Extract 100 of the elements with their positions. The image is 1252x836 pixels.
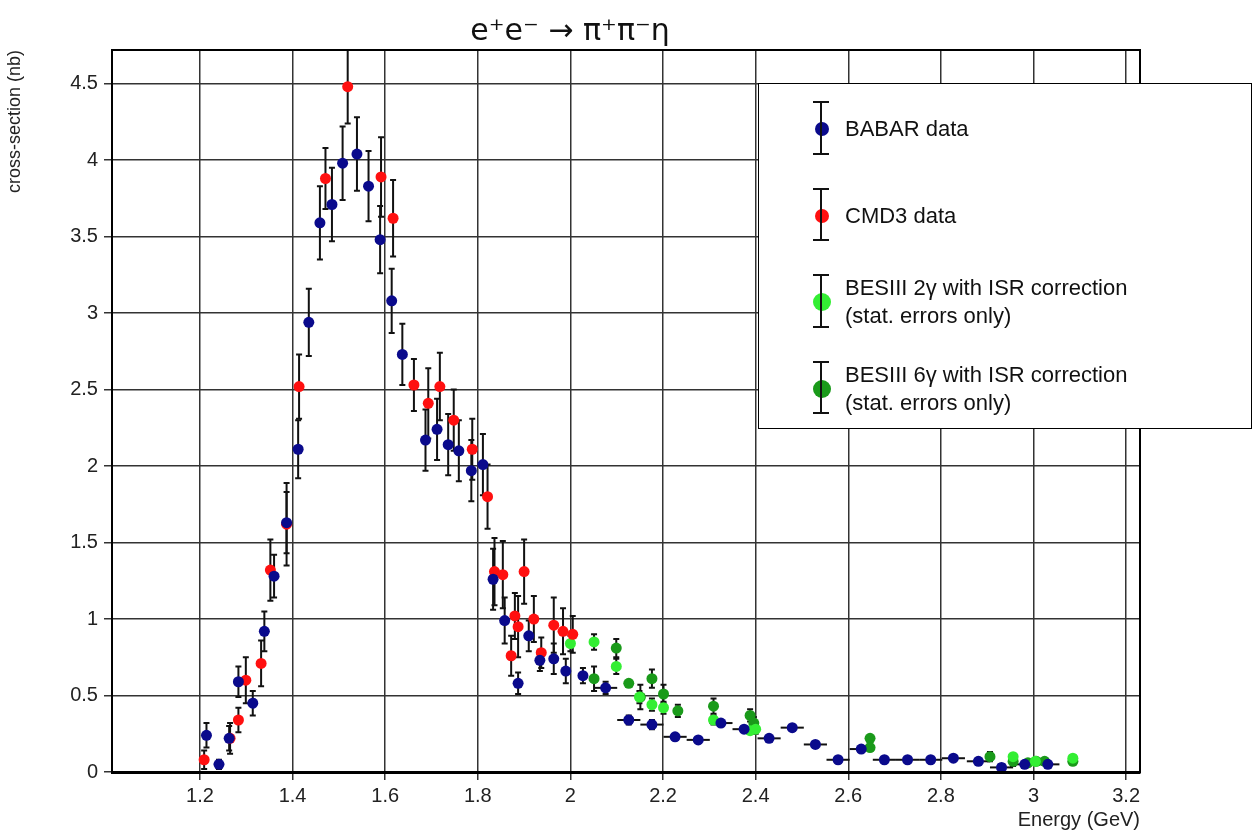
point [692, 734, 704, 746]
y-axis-title: cross-section (nb) [3, 50, 24, 194]
point [351, 148, 363, 160]
point [809, 738, 821, 750]
point [497, 569, 509, 581]
point [567, 628, 579, 640]
y-tick-label: 4.5 [70, 71, 98, 94]
point [247, 697, 259, 709]
x-tick-label: 3 [1027, 783, 1040, 806]
x-tick-label: 1.4 [278, 783, 307, 806]
point [232, 676, 244, 688]
y-tick-label: 3.5 [70, 224, 98, 247]
legend-label: BABAR data [845, 115, 969, 144]
point [564, 638, 576, 650]
point [375, 171, 387, 183]
point [505, 650, 517, 662]
point [198, 754, 210, 766]
point [396, 348, 408, 360]
point [422, 397, 434, 409]
point [560, 665, 572, 677]
point [342, 81, 354, 93]
point [610, 660, 622, 672]
legend-label: BESIII 2γ with ISR correction (stat. errors only) [845, 274, 1128, 331]
point [482, 491, 494, 503]
point [832, 754, 844, 766]
x-tick-label: 2.2 [649, 783, 677, 806]
point [303, 316, 315, 328]
legend-label: BESIII 6γ with ISR correction (stat. errors only) [845, 360, 1128, 417]
point [319, 172, 331, 184]
point [548, 619, 560, 631]
point [1007, 751, 1019, 763]
point [453, 445, 465, 457]
x-tick-label: 2 [564, 783, 576, 806]
point [623, 677, 635, 689]
point [442, 439, 454, 451]
point [232, 714, 244, 726]
point [763, 732, 775, 744]
legend-label: CMD3 data [845, 201, 957, 230]
point [487, 573, 499, 585]
point [878, 754, 890, 766]
point [738, 723, 750, 735]
point [314, 217, 326, 229]
point [431, 423, 443, 435]
point [293, 381, 305, 393]
y-tick-label: 0.5 [70, 683, 98, 706]
point [386, 295, 398, 307]
point [258, 625, 270, 637]
point [448, 414, 460, 426]
point [292, 443, 304, 455]
x-tick-label: 1.2 [186, 783, 214, 806]
point [786, 722, 798, 734]
point [588, 673, 600, 685]
chart-title: e⁺e⁻ → π⁺π⁻η [470, 11, 670, 47]
point [512, 621, 524, 633]
point [200, 729, 212, 741]
x-axis-title: Energy (GeV) [1017, 807, 1140, 830]
point [374, 234, 386, 246]
y-tick-label: 2.5 [70, 377, 98, 400]
point [534, 654, 546, 666]
point [326, 199, 338, 210]
point [902, 754, 914, 766]
point [996, 761, 1008, 772]
y-tick-label: 0 [86, 759, 98, 782]
point [972, 755, 984, 767]
point [512, 677, 524, 689]
x-tick-label: 1.8 [463, 783, 492, 806]
point [466, 443, 478, 455]
point [548, 653, 560, 665]
point [715, 717, 727, 729]
point [268, 570, 280, 582]
point [669, 731, 681, 743]
point [658, 688, 670, 700]
y-tick-label: 1.5 [70, 530, 98, 553]
y-tick-label: 2 [86, 453, 98, 476]
y-tick-label: 3 [86, 300, 98, 323]
point [864, 742, 876, 754]
point [925, 754, 937, 766]
point [557, 625, 569, 637]
point [434, 381, 446, 393]
point [387, 212, 399, 224]
point [518, 566, 530, 578]
point [646, 673, 658, 685]
x-tick-label: 1.6 [371, 783, 400, 806]
point [465, 465, 477, 477]
point [408, 379, 420, 391]
point [528, 613, 540, 625]
y-tick-label: 4 [86, 147, 98, 170]
x-tick-label: 2.4 [741, 783, 770, 806]
point [509, 610, 521, 622]
point [610, 642, 622, 654]
point [947, 752, 959, 764]
point [255, 657, 267, 669]
point [419, 434, 431, 446]
point [363, 180, 375, 192]
point [499, 615, 511, 627]
x-tick-label: 2.6 [834, 783, 863, 806]
y-tick-label: 1 [86, 606, 98, 629]
x-tick-label: 2.8 [926, 783, 955, 806]
x-tick-label: 3.2 [1112, 783, 1141, 806]
point [523, 630, 535, 642]
